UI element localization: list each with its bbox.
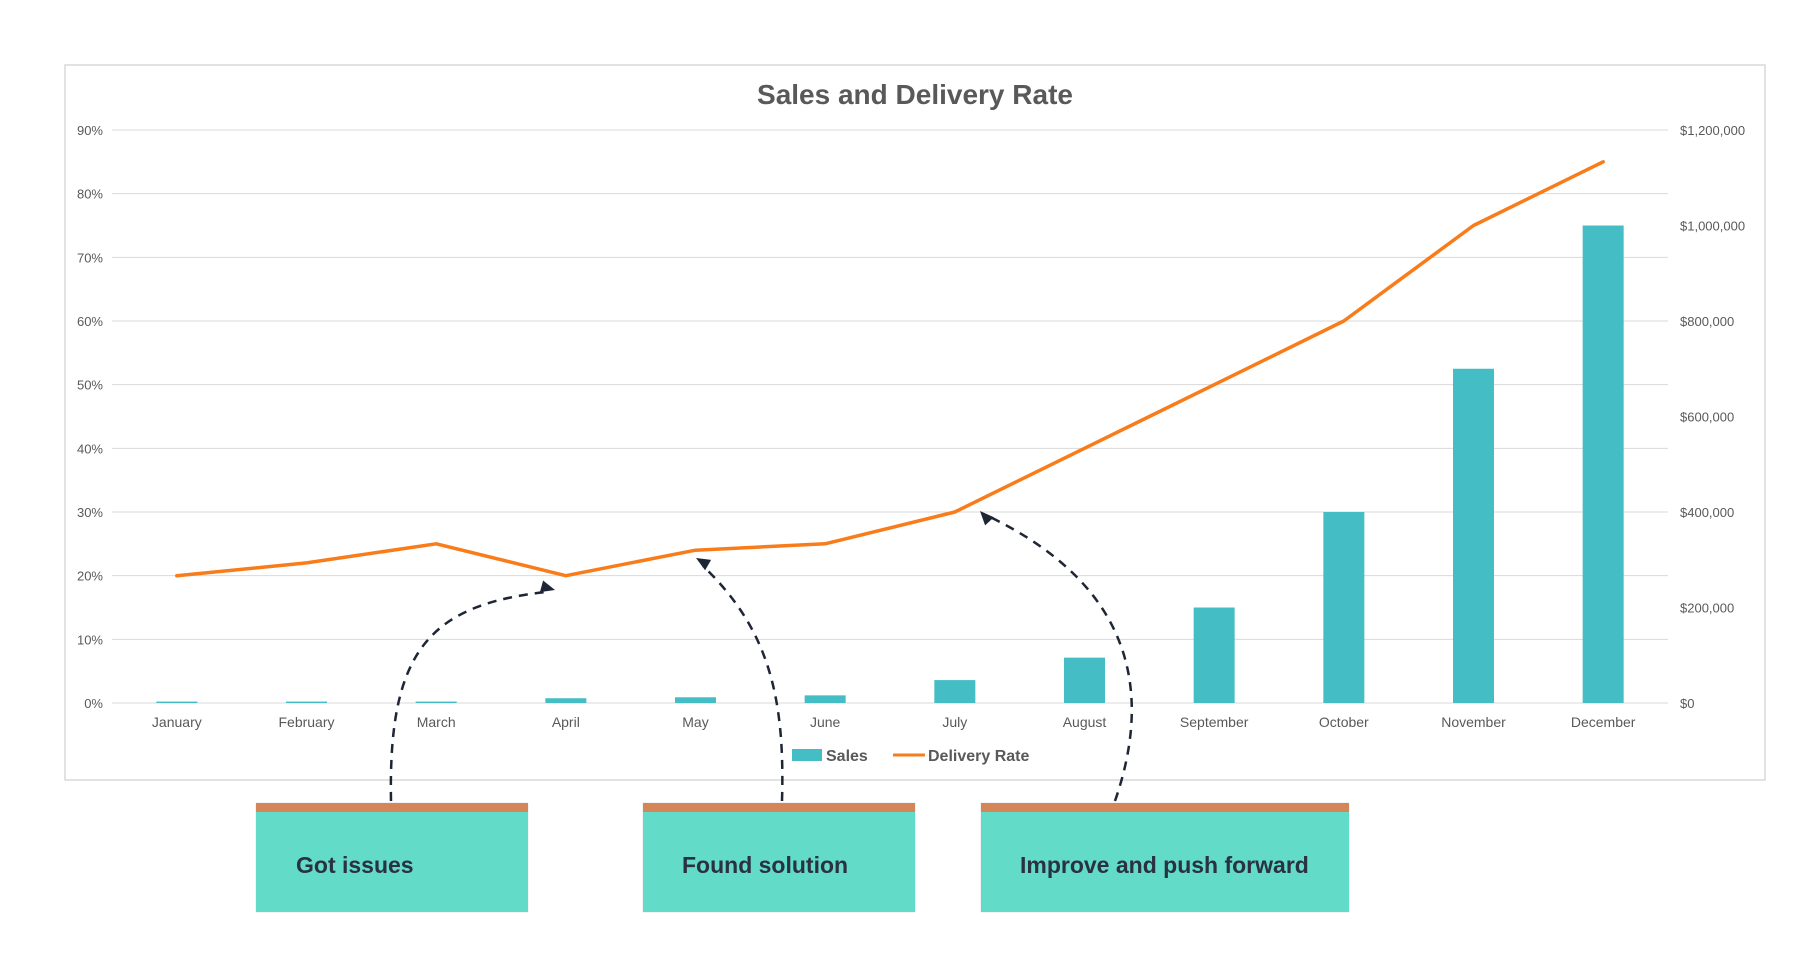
right-axis: $0 $200,000 $400,000 $600,000 $800,000 $1,000…	[1680, 123, 1745, 711]
sales-bar	[1582, 225, 1624, 703]
right-tick-label: $400,000	[1680, 505, 1734, 520]
chart-frame	[64, 64, 1766, 781]
left-tick-label: 70%	[77, 250, 103, 265]
x-tick-label: April	[552, 714, 580, 730]
gridlines	[112, 129, 1668, 704]
x-tick-label: October	[1319, 714, 1369, 730]
sales-bar	[1323, 512, 1365, 703]
left-tick-label: 10%	[77, 632, 103, 647]
legend-delivery-label: Delivery Rate	[928, 748, 1029, 765]
delivery-rate-line	[175, 160, 1605, 578]
left-tick-label: 30%	[77, 505, 103, 520]
arrowhead-icon	[696, 558, 712, 571]
x-tick-label: March	[417, 714, 456, 730]
sales-bar	[1453, 368, 1494, 703]
x-tick-label: July	[942, 714, 967, 730]
left-tick-label: 20%	[77, 569, 103, 584]
right-tick-label: $1,200,000	[1680, 123, 1745, 138]
delivery-rate-series	[175, 160, 1605, 578]
x-tick-label: June	[810, 714, 841, 730]
x-tick-label: January	[152, 714, 202, 730]
left-tick-label: 60%	[77, 314, 103, 329]
left-tick-label: 0%	[84, 696, 103, 711]
left-tick-label: 90%	[77, 123, 103, 138]
sales-bar	[156, 701, 198, 703]
x-tick-label: September	[1180, 714, 1249, 730]
sales-bar	[415, 701, 457, 703]
right-tick-label: $800,000	[1680, 314, 1734, 329]
sales-bar	[675, 697, 716, 703]
callout-arrows	[389, 511, 1134, 802]
arrowhead-icon	[980, 511, 994, 526]
right-tick-label: $0	[1680, 696, 1694, 711]
callout-arrow	[702, 565, 784, 802]
legend-sales-label: Sales	[826, 748, 868, 765]
x-tick-label: February	[278, 714, 334, 730]
callout-arrow	[389, 590, 547, 802]
left-tick-label: 40%	[77, 441, 103, 456]
chart-title: Sales and Delivery Rate	[757, 79, 1073, 110]
x-tick-label: December	[1571, 714, 1636, 730]
sales-bar	[934, 680, 976, 703]
x-tick-label: May	[682, 714, 708, 730]
legend-sales-swatch	[792, 749, 822, 761]
callout-improve: Improve and push forward	[981, 803, 1349, 912]
callout-label: Got issues	[296, 852, 414, 878]
callout-got-issues: Got issues	[256, 803, 528, 912]
x-tick-label: November	[1441, 714, 1506, 730]
right-tick-label: $200,000	[1680, 601, 1734, 616]
callout-label: Found solution	[682, 852, 849, 878]
legend: Sales Delivery Rate	[792, 748, 1029, 765]
arrowhead-icon	[539, 580, 555, 593]
x-axis: January February March April May June July Augu…	[152, 714, 1636, 730]
callout-label: Improve and push forward	[1020, 852, 1309, 878]
left-tick-label: 80%	[77, 187, 103, 202]
sales-bar	[1064, 657, 1105, 703]
left-axis: 0% 10% 20% 30% 40% 50% 60% 70% 80% 90%	[77, 123, 103, 711]
sales-bar	[286, 701, 327, 703]
sales-bar	[545, 698, 587, 703]
right-tick-label: $1,000,000	[1680, 219, 1745, 234]
callout-found-solution: Found solution	[643, 803, 915, 912]
sales-bar	[804, 695, 846, 703]
x-tick-label: August	[1063, 714, 1107, 730]
right-tick-label: $600,000	[1680, 410, 1734, 425]
sales-bars	[156, 225, 1624, 703]
sales-bar	[1193, 607, 1235, 703]
left-tick-label: 50%	[77, 378, 103, 393]
